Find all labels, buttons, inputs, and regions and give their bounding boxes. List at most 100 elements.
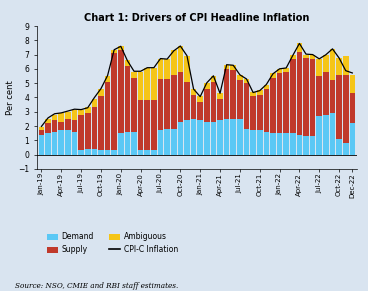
Bar xyxy=(98,89,104,96)
Bar xyxy=(290,55,296,59)
Bar xyxy=(45,133,51,155)
Bar xyxy=(270,77,276,133)
Bar xyxy=(297,43,302,52)
Bar xyxy=(210,82,216,122)
Bar xyxy=(92,149,97,155)
Bar xyxy=(283,68,289,72)
Bar xyxy=(78,110,84,115)
Bar xyxy=(112,150,117,155)
Bar xyxy=(210,122,216,155)
Bar xyxy=(45,123,51,133)
Bar xyxy=(138,150,144,155)
Bar xyxy=(250,92,256,96)
Bar xyxy=(270,73,276,77)
Bar xyxy=(125,132,130,155)
Bar xyxy=(65,130,71,155)
Bar xyxy=(316,76,322,116)
Bar xyxy=(237,80,243,119)
Bar xyxy=(217,99,223,120)
Bar xyxy=(204,89,210,122)
Bar xyxy=(270,133,276,155)
Bar xyxy=(171,50,177,75)
Bar xyxy=(191,95,197,119)
Bar xyxy=(65,119,71,130)
Bar xyxy=(237,75,243,80)
Bar xyxy=(112,53,117,150)
Bar xyxy=(184,82,190,120)
Bar xyxy=(184,56,190,82)
Bar xyxy=(350,75,355,93)
Bar xyxy=(197,96,203,102)
Bar xyxy=(39,130,44,134)
Bar xyxy=(125,61,130,66)
Bar xyxy=(98,96,104,150)
Bar xyxy=(330,113,335,155)
Bar xyxy=(316,116,322,155)
Bar xyxy=(343,143,348,155)
Bar xyxy=(39,134,44,155)
Bar xyxy=(224,119,230,155)
Bar xyxy=(290,59,296,133)
Bar xyxy=(224,65,230,69)
Bar xyxy=(310,59,315,136)
Bar xyxy=(177,46,183,72)
Bar xyxy=(151,100,157,150)
Bar xyxy=(85,149,91,155)
Bar xyxy=(277,133,282,155)
Bar xyxy=(204,122,210,155)
Bar xyxy=(158,59,163,79)
Bar xyxy=(191,119,197,155)
Bar xyxy=(244,79,249,83)
Bar xyxy=(112,50,117,53)
Bar xyxy=(343,75,348,143)
Bar xyxy=(85,113,91,149)
Bar xyxy=(78,150,84,155)
Bar xyxy=(350,93,355,123)
Bar xyxy=(59,122,64,130)
Bar xyxy=(52,132,57,155)
Bar xyxy=(138,100,144,150)
Bar xyxy=(303,55,309,58)
Bar xyxy=(257,90,262,95)
Bar xyxy=(263,85,269,89)
Bar xyxy=(263,89,269,132)
Bar xyxy=(59,113,64,122)
Bar xyxy=(230,70,236,119)
Bar xyxy=(217,93,223,99)
Bar xyxy=(118,133,124,155)
Bar xyxy=(59,130,64,155)
Bar xyxy=(131,132,137,155)
Bar xyxy=(297,52,302,134)
Bar xyxy=(52,120,57,132)
Text: Source: NSO, CMIE and RBI staff estimates.: Source: NSO, CMIE and RBI staff estimate… xyxy=(15,282,178,290)
Bar xyxy=(177,72,183,122)
Bar xyxy=(230,119,236,155)
Bar xyxy=(277,69,282,73)
Bar xyxy=(158,130,163,155)
Bar xyxy=(197,120,203,155)
Bar xyxy=(303,58,309,136)
Bar xyxy=(138,72,144,100)
Bar xyxy=(39,127,44,130)
Bar xyxy=(164,79,170,129)
Bar xyxy=(210,76,216,82)
Bar xyxy=(250,96,256,130)
Bar xyxy=(224,69,230,119)
Bar xyxy=(78,115,84,150)
Bar xyxy=(118,50,124,133)
Bar xyxy=(164,59,170,79)
Bar xyxy=(330,49,335,80)
Bar xyxy=(204,83,210,89)
Bar xyxy=(283,72,289,133)
Bar xyxy=(184,120,190,155)
Bar xyxy=(310,136,315,155)
Bar xyxy=(98,150,104,155)
Bar xyxy=(323,72,329,115)
Bar xyxy=(151,150,157,155)
Bar xyxy=(72,120,77,132)
Bar xyxy=(323,115,329,155)
Bar xyxy=(151,68,157,100)
Bar xyxy=(283,133,289,155)
Bar xyxy=(336,75,342,139)
Bar xyxy=(92,107,97,149)
